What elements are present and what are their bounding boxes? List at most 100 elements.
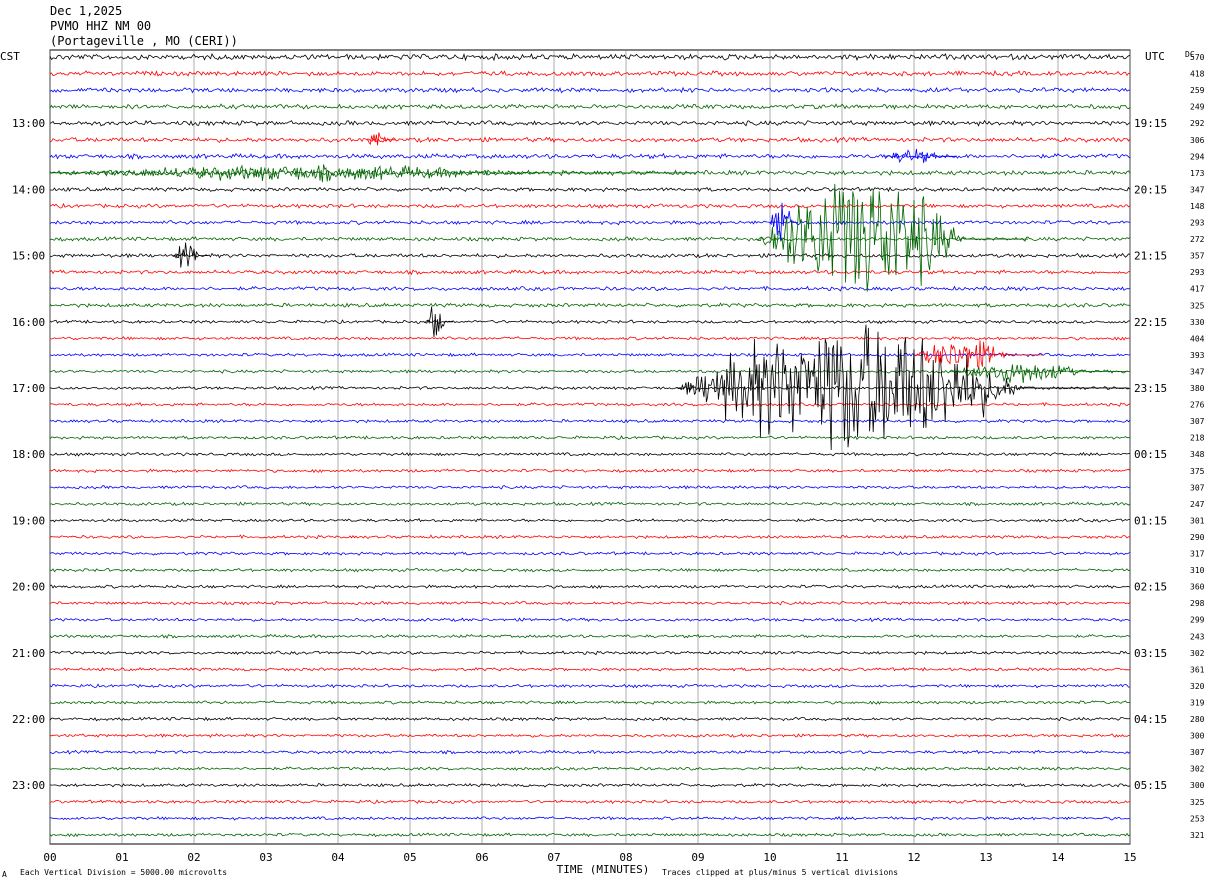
x-tick-label: 08	[619, 851, 632, 864]
trace-line	[49, 136, 1131, 144]
dc-value: 361	[1190, 665, 1205, 674]
dc-value: 347	[1190, 367, 1205, 376]
right-hour-label: 01:15	[1134, 514, 1167, 527]
left-hour-label: 18:00	[12, 448, 45, 461]
trace-line	[49, 219, 1131, 226]
x-tick-label: 14	[1051, 851, 1065, 864]
event-waveform	[424, 306, 454, 338]
trace-line	[49, 302, 1131, 308]
dc-value: 298	[1190, 599, 1205, 608]
x-tick-label: 02	[187, 851, 200, 864]
left-hour-label: 17:00	[12, 382, 45, 395]
dc-value: 249	[1190, 103, 1205, 112]
trace-line	[49, 567, 1131, 573]
right-hour-labels: 19:15 20:15 21:15 22:15 23:15 00:15 01:15 02:15…	[1134, 117, 1167, 792]
footer-corner-mark: A	[2, 870, 7, 879]
x-tick-label: 00	[43, 851, 56, 864]
trace-line	[49, 319, 1131, 325]
dc-value: 243	[1190, 632, 1205, 641]
dc-value: 253	[1190, 814, 1205, 823]
dc-value: 302	[1190, 765, 1205, 774]
dc-value: 307	[1190, 417, 1205, 426]
left-hour-labels: 13:00 14:00 15:00 16:00 17:00 18:00 19:00 20:00…	[12, 117, 45, 792]
right-hour-label: 23:15	[1134, 382, 1167, 395]
plot-frame	[49, 49, 1131, 845]
x-tick-label: 13	[979, 851, 992, 864]
dc-value: 570	[1190, 53, 1205, 62]
trace-line	[49, 352, 1131, 358]
dc-label: DC	[1185, 50, 1195, 59]
dc-value: 307	[1190, 748, 1205, 757]
trace-line	[49, 782, 1131, 788]
dc-value: 300	[1190, 732, 1205, 741]
dc-value: 302	[1190, 649, 1205, 658]
dc-value: 293	[1190, 219, 1205, 228]
event-waveform	[755, 183, 1028, 292]
right-hour-label: 04:15	[1134, 713, 1167, 726]
dc-value: 306	[1190, 136, 1205, 145]
left-hour-label: 22:00	[12, 713, 45, 726]
dc-value: 310	[1190, 566, 1205, 575]
footer-clip-note: Traces clipped at plus/minus 5 vertical …	[662, 868, 898, 877]
trace-line	[49, 633, 1131, 639]
x-tick-label: 09	[691, 851, 704, 864]
dc-value: 360	[1190, 583, 1205, 592]
trace-line	[49, 815, 1131, 821]
dc-value: 300	[1190, 781, 1205, 790]
dc-value: 319	[1190, 698, 1205, 707]
dc-value: 393	[1190, 351, 1205, 360]
dc-value: 348	[1190, 450, 1205, 459]
x-tick-label: 07	[547, 851, 560, 864]
right-hour-label: 00:15	[1134, 448, 1167, 461]
event-waveform	[676, 324, 1129, 451]
dc-value: 325	[1190, 301, 1205, 310]
right-hour-label: 05:15	[1134, 779, 1167, 792]
dc-value: 259	[1190, 86, 1205, 95]
header-station: PVMO HHZ NM 00	[50, 19, 152, 33]
x-tick-label: 15	[1123, 851, 1136, 864]
header-location: (Portageville , MO (CERI))	[50, 34, 238, 48]
event-group	[49, 132, 1129, 451]
x-tick-label: 05	[403, 851, 416, 864]
right-hour-label: 22:15	[1134, 316, 1167, 329]
trace-line	[50, 600, 1131, 606]
trace-line	[49, 52, 1131, 62]
trace-line	[49, 186, 1131, 193]
header-date: Dec 1,2025	[50, 4, 123, 18]
right-hour-label: 21:15	[1134, 250, 1167, 263]
trace-group	[49, 52, 1131, 838]
trace-line	[49, 584, 1131, 589]
dc-value: 280	[1190, 715, 1205, 724]
x-tick-label: 04	[331, 851, 345, 864]
trace-line	[49, 468, 1131, 474]
dc-value: 380	[1190, 384, 1205, 393]
trace-line	[49, 435, 1131, 440]
dc-value: 321	[1190, 831, 1205, 840]
trace-line	[49, 650, 1131, 656]
trace-line	[49, 534, 1131, 540]
x-tick-label: 01	[115, 851, 128, 864]
right-hour-label: 02:15	[1134, 581, 1167, 594]
trace-line	[49, 69, 1131, 77]
right-hour-label: 20:15	[1134, 183, 1167, 196]
trace-line	[49, 119, 1131, 127]
dc-value: 276	[1190, 401, 1205, 410]
trace-line	[49, 418, 1131, 424]
trace-line	[49, 518, 1131, 523]
trace-line	[49, 152, 1131, 161]
trace-line	[49, 716, 1131, 722]
dc-value: 330	[1190, 318, 1205, 327]
trace-line	[49, 103, 1131, 111]
dc-value: 247	[1190, 500, 1205, 509]
left-hour-label: 16:00	[12, 316, 45, 329]
dc-value: 375	[1190, 467, 1205, 476]
trace-line	[49, 252, 1131, 259]
dc-value: 299	[1190, 616, 1205, 625]
trace-line	[49, 766, 1131, 771]
dc-value: 404	[1190, 334, 1205, 343]
trace-line	[49, 369, 1131, 374]
event-waveform	[366, 132, 396, 146]
dc-value: 218	[1190, 434, 1205, 443]
x-tick-label: 06	[475, 851, 488, 864]
event-waveform	[949, 364, 1129, 384]
